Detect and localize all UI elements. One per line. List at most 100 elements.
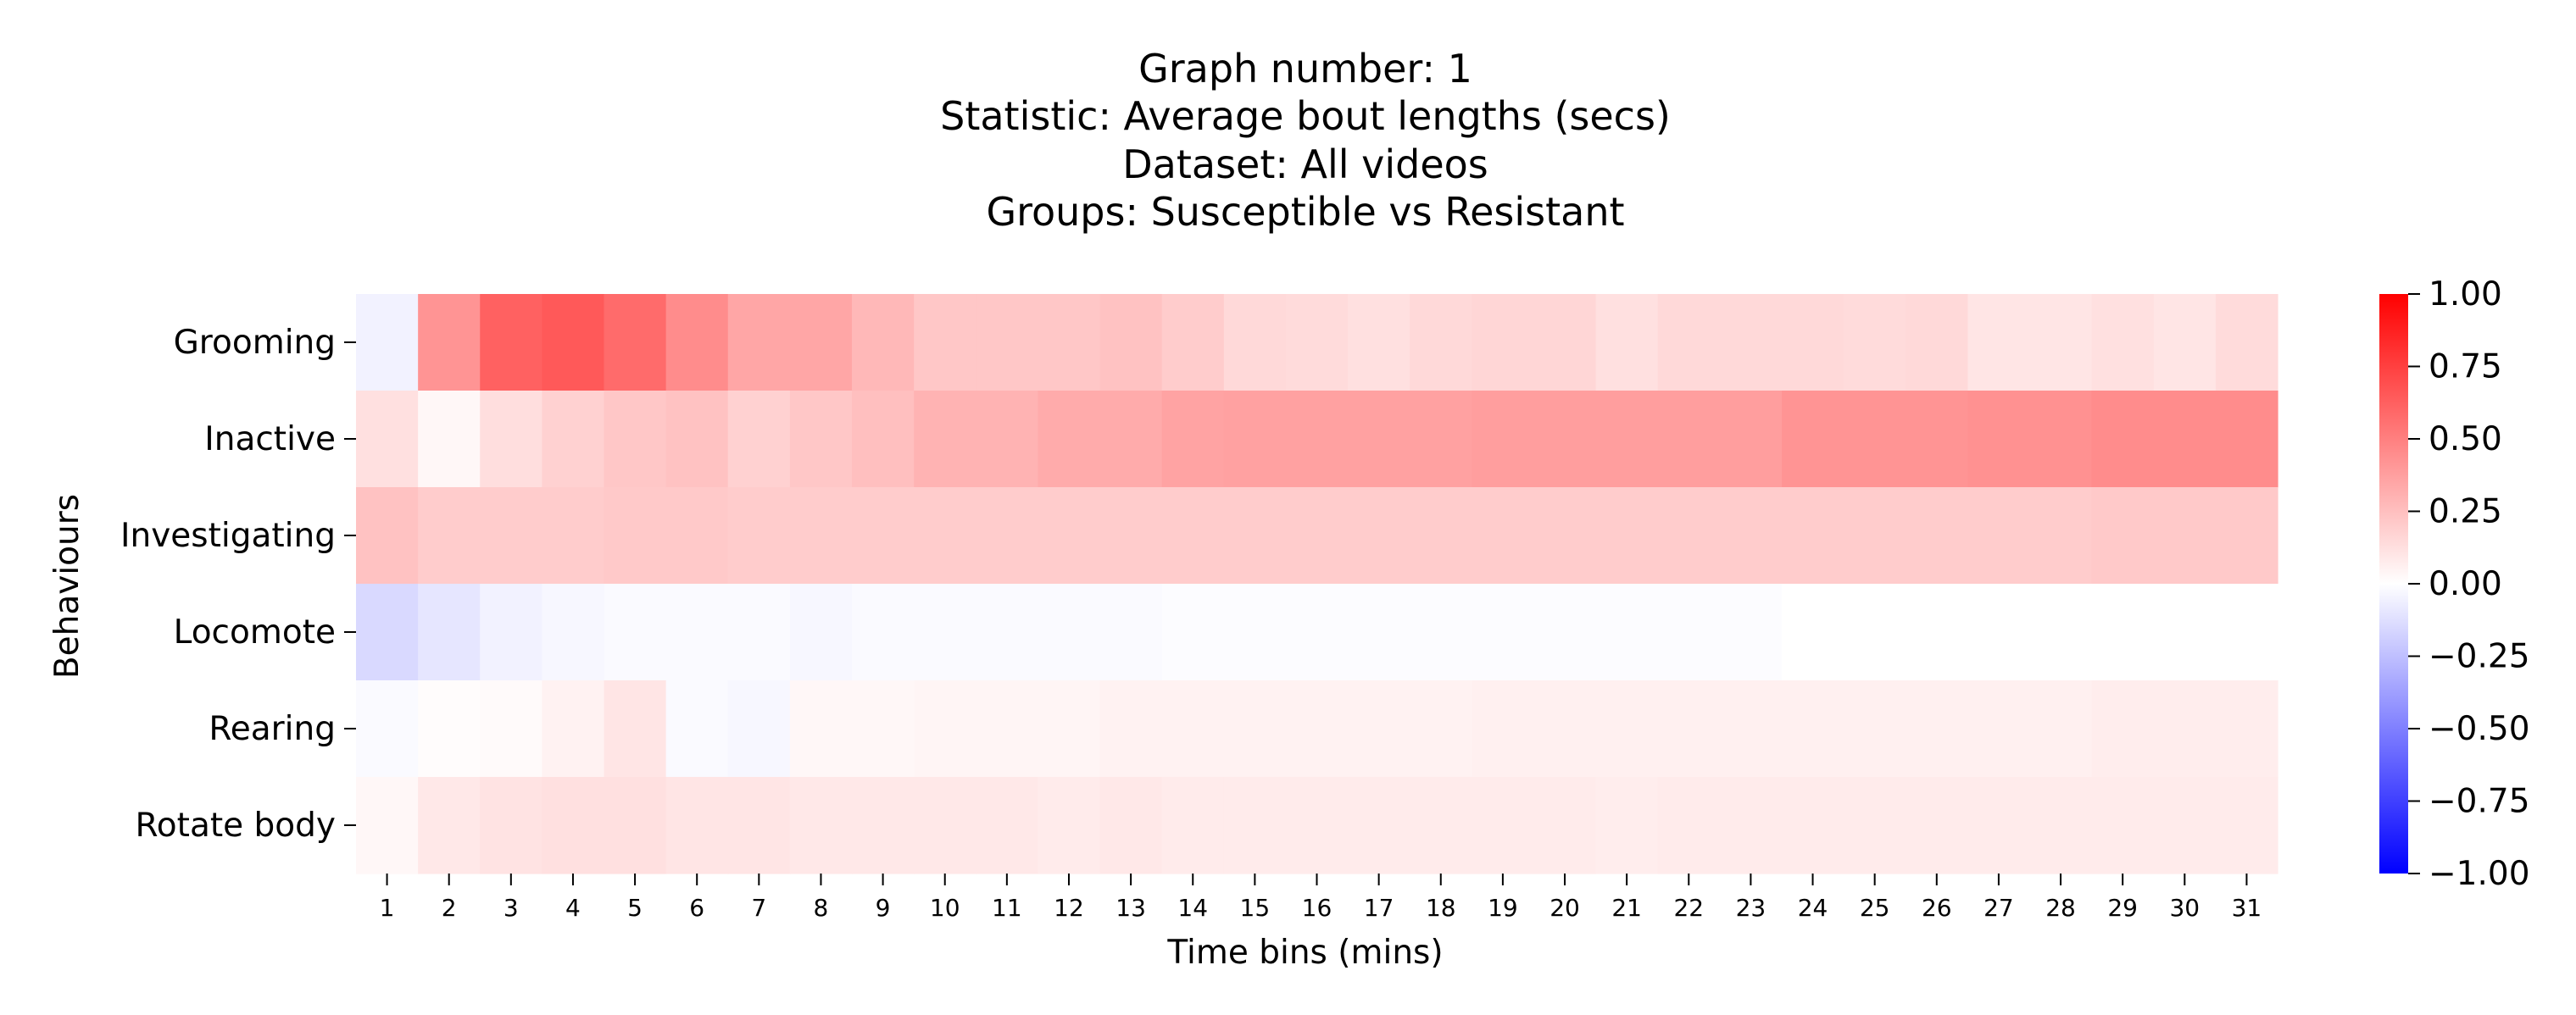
heatmap-cell [914, 487, 976, 585]
heatmap-cell [914, 584, 976, 681]
row-label: Rotate body [135, 807, 336, 845]
heatmap-cell [976, 294, 1039, 391]
heatmap-cell [1223, 777, 1287, 874]
heatmap-cell [1719, 680, 1783, 778]
heatmap-cell [1161, 680, 1225, 778]
col-label: 21 [1611, 894, 1642, 922]
heatmap-cell [604, 294, 667, 391]
col-label: 29 [2107, 894, 2138, 922]
heatmap-cell [789, 391, 853, 488]
heatmap-cell [1038, 487, 1101, 585]
heatmap-cell [1348, 584, 1410, 681]
heatmap-cell [542, 680, 605, 778]
heatmap-cell [1348, 294, 1410, 391]
heatmap-cell [1967, 391, 2031, 488]
heatmap-cell [1967, 294, 2031, 391]
heatmap-cell [1472, 584, 1535, 681]
col-label: 6 [689, 894, 704, 922]
title-line: Dataset: All videos [1122, 141, 1488, 187]
heatmap-cell [1161, 294, 1225, 391]
col-label: 11 [992, 894, 1022, 922]
col-label: 18 [1426, 894, 1456, 922]
col-label: 23 [1736, 894, 1766, 922]
col-label: 1 [380, 894, 395, 922]
heatmap-cell [604, 584, 667, 681]
heatmap-cell [1472, 391, 1535, 488]
heatmap-cell [1410, 294, 1472, 391]
col-label: 15 [1240, 894, 1271, 922]
heatmap-cell [1533, 294, 1597, 391]
heatmap-cell [1099, 391, 1163, 488]
heatmap-cell [976, 777, 1039, 874]
heatmap-cell [1967, 777, 2031, 874]
heatmap-cell [1781, 294, 1844, 391]
heatmap-cell [2091, 391, 2155, 488]
heatmap-cell [480, 680, 542, 778]
heatmap-cell [1410, 777, 1472, 874]
col-label: 31 [2232, 894, 2262, 922]
heatmap-cell [727, 487, 791, 585]
heatmap-cell [1099, 584, 1163, 681]
heatmap-cell [542, 294, 605, 391]
heatmap-cell [356, 487, 419, 585]
heatmap-cell [1161, 777, 1225, 874]
col-label: 30 [2169, 894, 2200, 922]
heatmap-cell [480, 487, 542, 585]
colorbar-tick-label: −1.00 [2429, 855, 2530, 893]
heatmap-cell [418, 487, 481, 585]
heatmap-cell [852, 294, 915, 391]
heatmap-cell [1533, 487, 1597, 585]
heatmap-cell [2153, 391, 2217, 488]
heatmap-cell [727, 391, 791, 488]
heatmap-cell [2091, 777, 2155, 874]
heatmap-cell [1967, 487, 2031, 585]
heatmap-cell [1533, 391, 1597, 488]
col-label: 16 [1302, 894, 1333, 922]
heatmap-cell [852, 777, 915, 874]
heatmap-cell [665, 487, 729, 585]
heatmap-cell [1595, 391, 1659, 488]
heatmap-cell [2091, 584, 2155, 681]
heatmap-cell [542, 391, 605, 488]
heatmap-cell [1719, 294, 1783, 391]
heatmap-cell [480, 777, 542, 874]
col-label: 28 [2045, 894, 2076, 922]
heatmap-cell [480, 584, 542, 681]
heatmap-cell [356, 391, 419, 488]
heatmap-cell [1410, 584, 1472, 681]
col-label: 8 [814, 894, 829, 922]
heatmap-cell [604, 680, 667, 778]
heatmap-cell [1223, 487, 1287, 585]
heatmap-cell [1906, 391, 1968, 488]
heatmap-cell [2153, 584, 2217, 681]
col-label: 13 [1116, 894, 1146, 922]
row-label: Investigating [120, 517, 336, 555]
col-label: 17 [1364, 894, 1394, 922]
heatmap-cell [604, 487, 667, 585]
heatmap-cell [852, 584, 915, 681]
heatmap-cell [2153, 487, 2217, 585]
heatmap-cell [1533, 584, 1597, 681]
colorbar [2379, 294, 2408, 874]
colorbar-tick-label: −0.75 [2429, 783, 2530, 821]
heatmap-cell [1657, 680, 1721, 778]
heatmap-cell [542, 584, 605, 681]
row-label: Inactive [204, 420, 336, 458]
row-label: Rearing [209, 710, 336, 748]
heatmap-cell [789, 487, 853, 585]
colorbar-tick-label: 1.00 [2429, 275, 2502, 313]
heatmap-cell [2029, 487, 2093, 585]
heatmap-cell [852, 680, 915, 778]
heatmap-cell [1223, 680, 1287, 778]
heatmap-cell [418, 680, 481, 778]
heatmap-cell [976, 487, 1039, 585]
heatmap-cell [665, 680, 729, 778]
heatmap-cell [1906, 584, 1968, 681]
heatmap-cell [1285, 391, 1349, 488]
heatmap-cell [1223, 391, 1287, 488]
heatmap-cell [1595, 584, 1659, 681]
heatmap-cell [1906, 680, 1968, 778]
heatmap-cell [2153, 294, 2217, 391]
heatmap-cell [1410, 680, 1472, 778]
